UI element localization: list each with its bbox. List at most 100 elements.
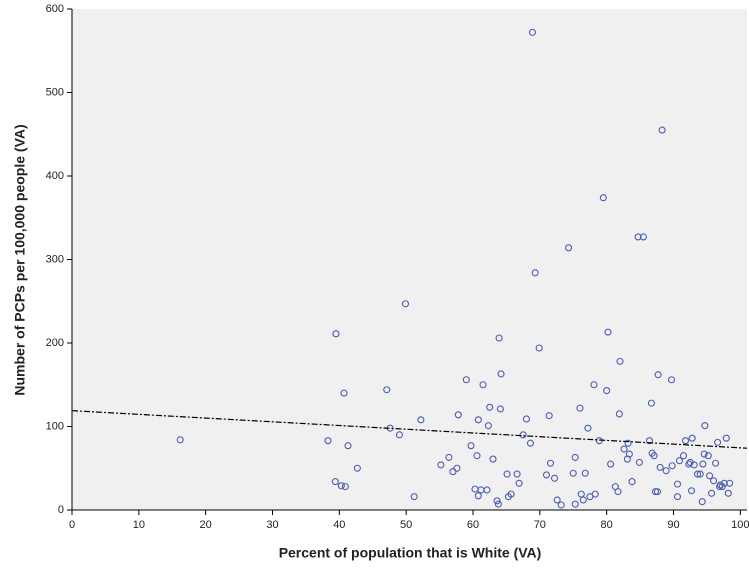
point: [401, 300, 410, 308]
point: [332, 330, 340, 338]
point: [545, 412, 553, 420]
point: [634, 233, 642, 241]
point: [507, 490, 515, 498]
point: [571, 453, 579, 461]
point: [615, 410, 623, 418]
point: [724, 489, 732, 497]
point: [489, 455, 497, 463]
fit-line: [71, 410, 748, 449]
point: [662, 467, 670, 475]
point: [331, 478, 339, 486]
point: [503, 470, 511, 478]
point: [584, 424, 592, 432]
point: [722, 434, 730, 442]
x-tick-label: 20: [200, 519, 212, 531]
point: [344, 442, 352, 450]
point: [620, 445, 628, 453]
y-tick-label: 0: [58, 504, 64, 516]
point: [493, 497, 501, 505]
point: [614, 488, 622, 496]
point: [513, 470, 521, 478]
point: [522, 415, 531, 423]
point: [437, 461, 445, 469]
point: [324, 437, 332, 445]
point: [603, 387, 611, 395]
point: [550, 474, 559, 482]
point: [607, 460, 615, 468]
point: [576, 404, 584, 412]
y-tick-label: 100: [46, 420, 64, 432]
point: [720, 479, 728, 487]
point: [590, 381, 598, 389]
point: [337, 482, 345, 490]
point: [467, 442, 475, 450]
point: [616, 357, 624, 365]
point: [726, 479, 734, 487]
point: [668, 462, 676, 470]
point: [340, 389, 348, 397]
point: [353, 464, 361, 472]
point: [625, 450, 633, 458]
point: [591, 490, 599, 498]
point: [395, 431, 404, 439]
point: [417, 416, 425, 424]
point: [486, 403, 494, 411]
point: [474, 492, 482, 500]
plot-area: [72, 9, 747, 510]
point: [700, 450, 708, 458]
y-tick-label: 300: [46, 253, 64, 265]
point: [639, 233, 647, 241]
point: [553, 496, 561, 504]
y-tick-label: 500: [46, 86, 64, 98]
y-tick-label: 600: [46, 3, 64, 15]
point: [569, 469, 577, 477]
point: [542, 471, 551, 479]
point: [445, 453, 453, 461]
point: [410, 493, 418, 501]
x-tick-label: 80: [601, 519, 613, 531]
point: [708, 489, 716, 497]
point: [654, 371, 662, 379]
point: [656, 463, 664, 471]
point: [519, 431, 527, 439]
point: [581, 469, 589, 477]
point: [453, 464, 461, 472]
point: [681, 437, 690, 445]
x-tick-label: 40: [333, 519, 345, 531]
point: [494, 500, 502, 508]
point: [383, 386, 391, 394]
point: [479, 381, 487, 389]
point: [176, 436, 184, 444]
point: [497, 370, 505, 378]
point: [546, 459, 555, 467]
point: [650, 452, 658, 460]
x-tick-label: 30: [266, 519, 278, 531]
point: [714, 438, 722, 446]
x-tick-label: 0: [69, 519, 75, 531]
point: [679, 452, 688, 460]
point: [701, 422, 709, 430]
point: [658, 126, 666, 134]
x-tick-label: 60: [467, 519, 479, 531]
point: [673, 493, 682, 501]
point: [635, 458, 643, 466]
point: [712, 459, 720, 467]
point: [624, 439, 632, 447]
y-axis-title: Number of PCPs per 100,000 people (VA): [12, 124, 28, 395]
point: [675, 457, 684, 465]
point: [696, 470, 704, 478]
point: [673, 480, 682, 488]
point: [341, 483, 349, 491]
point: [706, 472, 714, 480]
point: [667, 376, 676, 384]
point: [628, 478, 636, 486]
point: [483, 486, 491, 494]
point: [688, 434, 696, 442]
x-tick-label: 90: [667, 519, 679, 531]
x-tick-label: 70: [534, 519, 546, 531]
point: [687, 487, 696, 495]
point: [495, 334, 503, 342]
point: [693, 470, 702, 478]
point: [526, 439, 535, 447]
x-tick-label: 50: [400, 519, 412, 531]
